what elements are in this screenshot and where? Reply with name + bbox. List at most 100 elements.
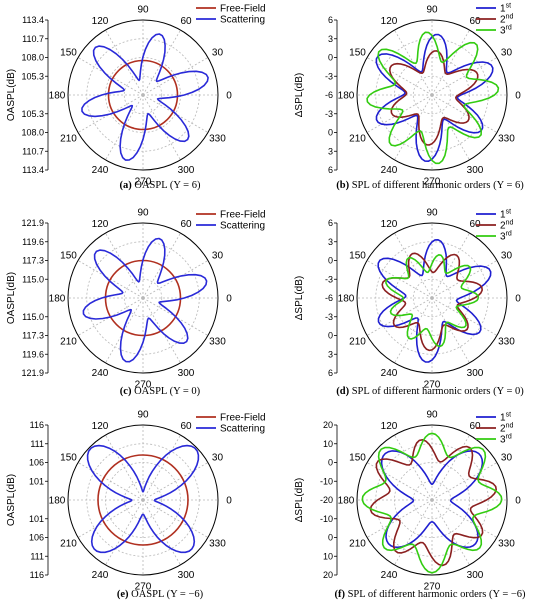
series-scattering xyxy=(86,444,200,554)
grid-ring xyxy=(123,278,163,318)
legend-label: 1st xyxy=(500,209,511,221)
grid-spoke xyxy=(394,232,433,299)
radial-tick-label: 116 xyxy=(30,570,44,580)
legend-label: Free-Field xyxy=(220,413,266,424)
angle-tick-label: 300 xyxy=(178,165,195,176)
caption-f: (f) SPL of different harmonic orders (Υ … xyxy=(334,589,526,600)
angle-tick-label: 60 xyxy=(469,219,481,230)
caption-d: (d) SPL of different harmonic orders (Υ … xyxy=(336,386,524,397)
angle-tick-label: 0 xyxy=(226,496,232,507)
radial-tick-label: 106 xyxy=(29,533,44,543)
legend-label: 3rd xyxy=(500,231,512,243)
angle-tick-label: 210 xyxy=(60,337,77,348)
grid-ring xyxy=(356,19,508,171)
series-3rd xyxy=(361,432,503,574)
grid-ring xyxy=(356,424,508,576)
angle-tick-label: 0 xyxy=(515,91,521,102)
legend-label: 3rd xyxy=(500,25,512,37)
angle-tick-label: 240 xyxy=(381,368,398,379)
radial-tick-label: 105.3 xyxy=(21,71,44,81)
angle-tick-label: 150 xyxy=(60,48,77,59)
grid-spoke xyxy=(77,462,144,501)
radial-axis-title: ΔSPL(dB) xyxy=(294,276,305,320)
radial-tick-label: 6 xyxy=(328,218,333,228)
angle-tick-label: 60 xyxy=(469,16,481,27)
angle-tick-label: 330 xyxy=(498,337,515,348)
legend-label: 1st xyxy=(500,412,511,424)
angle-tick-label: 180 xyxy=(338,496,355,507)
grid-spoke xyxy=(394,434,433,501)
angle-tick-label: 150 xyxy=(60,251,77,262)
grid-spoke xyxy=(77,57,144,96)
radial-axis-title: ΔSPL(dB) xyxy=(294,73,305,117)
angle-tick-label: 30 xyxy=(212,453,224,464)
grid-spoke xyxy=(142,499,181,566)
radial-tick-label: 108.0 xyxy=(21,128,44,138)
caption-e: (e) OASPL (Υ = −6) xyxy=(116,589,204,600)
angle-tick-label: 150 xyxy=(349,251,366,262)
grid-spoke xyxy=(142,434,181,501)
grid-spoke xyxy=(366,260,433,299)
radial-tick-label: 0 xyxy=(328,128,333,138)
radial-tick-label: 117.3 xyxy=(22,256,44,266)
angle-tick-label: 0 xyxy=(515,294,521,305)
radial-tick-label: -3 xyxy=(325,71,333,81)
angle-tick-label: 270 xyxy=(424,380,441,391)
series-scattering xyxy=(81,33,209,161)
angle-tick-label: 30 xyxy=(501,48,513,59)
radial-tick-label: 115.0 xyxy=(22,312,44,322)
radial-tick-label: 101 xyxy=(29,476,44,486)
polar-chart-b: 0306090120150180210240270300330630-3-303… xyxy=(294,3,521,188)
radial-tick-label: 121.9 xyxy=(21,368,44,378)
legend-label: Scattering xyxy=(220,221,265,232)
angle-tick-label: 120 xyxy=(92,219,109,230)
grid-spoke xyxy=(431,499,470,566)
grid-ring xyxy=(67,424,219,576)
radial-tick-label: -3 xyxy=(325,274,333,284)
angle-tick-label: 300 xyxy=(178,368,195,379)
angle-tick-label: 240 xyxy=(381,570,398,581)
angle-tick-label: 180 xyxy=(49,294,66,305)
angle-tick-label: 30 xyxy=(212,251,224,262)
angle-tick-label: 90 xyxy=(426,208,438,219)
angle-tick-label: 90 xyxy=(426,410,438,421)
grid-spoke xyxy=(142,499,209,538)
radial-tick-label: -3 xyxy=(325,109,333,119)
angle-tick-label: 180 xyxy=(49,91,66,102)
radial-tick-label: 113.4 xyxy=(22,165,44,175)
grid-spoke xyxy=(142,462,209,501)
radial-tick-label: 10 xyxy=(323,439,333,449)
radial-tick-label: 119.6 xyxy=(22,237,44,247)
angle-tick-label: 30 xyxy=(501,251,513,262)
radial-tick-label: 105.3 xyxy=(21,109,44,119)
polar-chart-d: 0306090120150180210240270300330630-3-303… xyxy=(294,208,521,391)
radial-tick-label: 101 xyxy=(29,514,44,524)
angle-tick-label: 120 xyxy=(381,421,398,432)
series-3rd xyxy=(385,254,480,348)
radial-tick-label: -10 xyxy=(320,476,333,486)
legend-label: 3rd xyxy=(500,434,512,446)
polar-chart-a: 0 30 60 90 120 150 180 210 240 270 300 330 113.4 110.… xyxy=(6,4,266,188)
grid-spoke xyxy=(394,94,433,161)
grid-ring xyxy=(67,19,219,171)
angle-tick-label: 180 xyxy=(49,496,66,507)
grid-spoke xyxy=(105,434,144,501)
radial-tick-label: 6 xyxy=(328,165,333,175)
angle-tick-label: 330 xyxy=(209,134,226,145)
angle-tick-label: 210 xyxy=(60,539,77,550)
radial-tick-label: 6 xyxy=(328,15,333,25)
radial-tick-label: 0 xyxy=(328,533,333,543)
grid-spoke xyxy=(394,297,433,364)
angle-tick-label: 300 xyxy=(178,570,195,581)
radial-tick-label: 117.3 xyxy=(22,331,44,341)
angle-tick-label: 330 xyxy=(498,134,515,145)
radial-tick-label: 20 xyxy=(323,570,333,580)
radial-tick-label: 3 xyxy=(328,34,333,44)
angle-tick-label: 210 xyxy=(60,134,77,145)
radial-tick-label: 0 xyxy=(328,458,333,468)
angle-tick-label: 120 xyxy=(92,421,109,432)
grid-ring xyxy=(123,480,163,520)
grid-spoke xyxy=(431,94,498,133)
angle-tick-label: 90 xyxy=(137,208,149,219)
radial-tick-label: 115.0 xyxy=(22,274,44,284)
